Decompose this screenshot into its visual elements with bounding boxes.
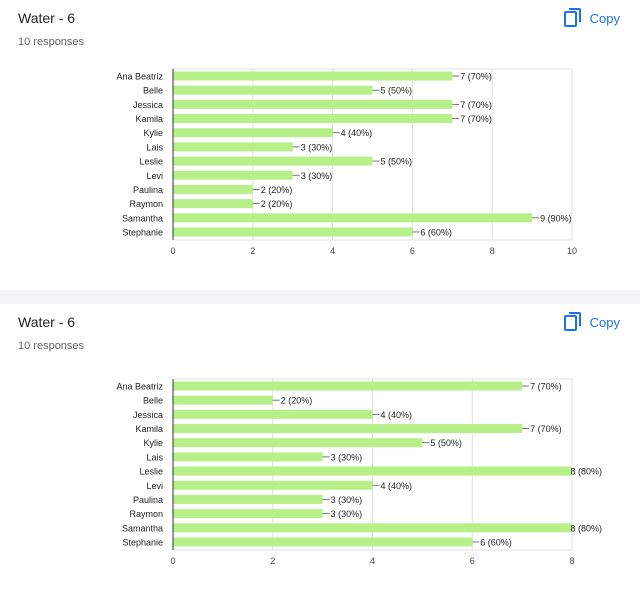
category-label: Belle (143, 86, 163, 96)
data-label: 3 (30%) (331, 509, 363, 519)
bar-chart-2: 0 2 4 6 8 Ana Beatriz 7 (70%) Belle 2 (20%) Jessi… (116, 378, 602, 566)
bar (173, 128, 333, 138)
response-count: 10 responses (18, 340, 85, 352)
category-label: Stephanie (122, 227, 163, 237)
data-label: 2 (20%) (261, 199, 293, 209)
bar (173, 494, 323, 504)
x-tick-label: 2 (270, 556, 275, 566)
bar (173, 199, 253, 209)
data-label: 7 (70%) (460, 114, 492, 124)
bar (173, 170, 293, 180)
bar (173, 480, 373, 490)
data-label: 5 (50%) (381, 86, 413, 96)
data-label: 7 (70%) (460, 72, 492, 82)
category-label: Kylie (143, 438, 163, 448)
bar (173, 71, 453, 81)
data-label: 3 (30%) (301, 171, 333, 181)
card-title: Water - 6 (18, 314, 76, 330)
x-tick-label: 6 (470, 556, 475, 566)
x-tick-label: 8 (569, 556, 574, 566)
x-tick-label: 0 (170, 246, 175, 256)
data-label: 8 (80%) (570, 523, 602, 533)
bar (173, 537, 473, 547)
copy-button[interactable]: Copy (563, 6, 620, 30)
category-label: Raymon (129, 509, 163, 519)
x-tick-label: 6 (410, 246, 415, 256)
category-label: Levi (146, 481, 163, 491)
data-label: 3 (30%) (331, 452, 363, 462)
data-label: 2 (20%) (261, 185, 293, 195)
bar (173, 213, 533, 223)
bar (173, 114, 453, 124)
data-label: 6 (60%) (420, 227, 452, 237)
category-label: Ana Beatriz (116, 382, 163, 392)
category-label: Raymon (129, 199, 163, 209)
x-tick-label: 2 (250, 246, 255, 256)
data-label: 3 (30%) (331, 495, 363, 505)
bar (173, 227, 413, 237)
gridlines (172, 69, 573, 240)
category-label: Kylie (143, 128, 163, 138)
bar-chart-1: 0 2 4 6 8 10 Ana Beatriz 7 (70%) Belle 5 (50%) Jes… (116, 68, 577, 256)
data-label: 4 (40%) (381, 410, 413, 420)
bar (173, 156, 373, 166)
x-tick-label: 4 (330, 246, 335, 256)
category-label: Samantha (122, 523, 163, 533)
data-label: 4 (40%) (381, 481, 413, 491)
x-tick-label: 8 (490, 246, 495, 256)
copy-label: Copy (589, 10, 620, 26)
bar (173, 438, 423, 448)
data-label: 9 (90%) (540, 213, 572, 223)
category-label: Samantha (122, 213, 163, 223)
bar (173, 99, 453, 109)
category-label: Leslie (139, 157, 163, 167)
chart-card-2: Water - 6 10 responses Copy 0 2 4 6 8 Ana Bea… (0, 304, 640, 598)
data-label: 6 (60%) (480, 537, 512, 547)
bar (173, 409, 373, 419)
bar (173, 523, 572, 533)
category-label: Jessica (133, 410, 163, 420)
data-label: 7 (70%) (530, 424, 562, 434)
category-label: Paulina (133, 495, 163, 505)
data-label: 7 (70%) (530, 382, 562, 392)
bar (173, 466, 572, 476)
category-label: Belle (143, 396, 163, 406)
category-label: Leslie (139, 467, 163, 477)
copy-label: Copy (589, 314, 620, 330)
category-label: Jessica (133, 100, 163, 110)
category-label: Paulina (133, 185, 163, 195)
bar (173, 509, 323, 519)
bar (173, 184, 253, 194)
x-tick-label: 4 (370, 556, 375, 566)
response-count: 10 responses (18, 36, 85, 48)
chart-card-1: Water - 6 10 responses Copy 0 2 4 6 8 10 Ana B… (0, 0, 640, 290)
bar (173, 142, 293, 152)
data-label: 7 (70%) (460, 100, 492, 110)
data-label: 3 (30%) (301, 142, 333, 152)
x-tick-label: 10 (567, 246, 577, 256)
bar (173, 395, 273, 405)
category-label: Levi (146, 171, 163, 181)
category-label: Kamila (135, 114, 163, 124)
category-label: Kamila (135, 424, 163, 434)
category-label: Lais (146, 452, 163, 462)
copy-button[interactable]: Copy (563, 310, 620, 334)
copy-icon (563, 312, 581, 331)
data-label: 8 (80%) (570, 467, 602, 477)
bar (173, 85, 373, 95)
category-label: Stephanie (122, 537, 163, 547)
category-label: Lais (146, 142, 163, 152)
bar (173, 452, 323, 462)
category-label: Ana Beatriz (116, 72, 163, 82)
x-tick-label: 0 (170, 556, 175, 566)
data-label: 4 (40%) (341, 128, 373, 138)
data-label: 5 (50%) (381, 157, 413, 167)
data-label: 2 (20%) (281, 396, 313, 406)
bar (173, 424, 523, 434)
data-label: 5 (50%) (430, 438, 462, 448)
card-title: Water - 6 (18, 10, 76, 26)
bar (173, 381, 523, 391)
copy-icon (563, 8, 581, 27)
